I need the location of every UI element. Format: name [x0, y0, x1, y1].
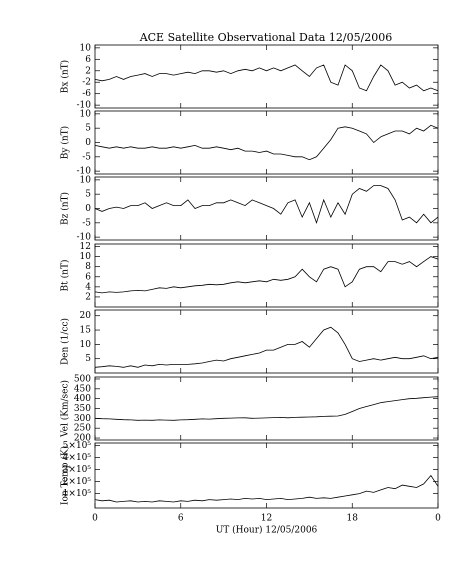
y-tick-label: 500	[74, 374, 91, 384]
data-line	[94, 396, 439, 421]
y-tick-label: 2	[85, 66, 91, 76]
y-tick-label: 200	[74, 434, 91, 444]
y-tick-label: -10	[77, 233, 92, 243]
y-tick-label: 1×10⁵	[63, 489, 92, 499]
y-tick-label: 10	[80, 109, 92, 119]
data-line	[94, 474, 439, 503]
y-tick-label: 3×10⁵	[63, 465, 92, 475]
data-line	[94, 185, 439, 225]
data-line	[94, 326, 439, 368]
panel-frame	[94, 243, 439, 308]
y-tick-label: 10	[80, 43, 92, 53]
panel-frame	[94, 44, 439, 109]
y-tick-label: 10	[80, 340, 92, 350]
y-tick-label: 0	[85, 138, 91, 148]
x-tick-label: 0	[435, 514, 441, 524]
y-tick-label: -5	[82, 218, 91, 228]
y-axis-label: Vel (Km/sec)	[60, 380, 71, 438]
y-tick-label: 10	[80, 252, 92, 262]
x-tick-label: 0	[92, 514, 98, 524]
x-tick-label: 6	[178, 514, 184, 524]
y-tick-label: -10	[77, 101, 92, 111]
y-axis-label: Bt (nT)	[60, 260, 71, 292]
y-tick-label: 350	[74, 404, 91, 414]
y-tick-label: 6	[85, 272, 91, 282]
y-tick-label: 5	[85, 124, 91, 134]
y-tick-label: -2	[82, 78, 91, 88]
data-line	[94, 64, 439, 92]
y-tick-label: -6	[82, 89, 91, 99]
y-tick-label: 0	[85, 204, 91, 214]
y-axis-label: Ion Temp (K)	[60, 446, 71, 505]
data-line	[94, 256, 439, 294]
panel-frame	[94, 309, 439, 374]
y-tick-label: 2×10⁵	[63, 477, 92, 487]
chart-title: ACE Satellite Observational Data 12/05/2…	[139, 31, 393, 44]
x-tick-label: 12	[261, 514, 272, 524]
y-tick-label: 4×10⁵	[63, 453, 92, 463]
y-tick-label: -5	[82, 152, 91, 162]
y-tick-label: 300	[74, 414, 91, 424]
x-axis-label: UT (Hour) 12/05/2006	[216, 525, 318, 536]
data-line	[94, 124, 439, 161]
y-tick-label: -10	[77, 167, 92, 177]
y-tick-label: 15	[80, 326, 92, 336]
y-tick-label: 10	[80, 175, 92, 185]
y-tick-label: 4	[85, 282, 91, 292]
y-tick-label: 20	[80, 311, 92, 321]
y-tick-label: 5	[85, 190, 91, 200]
y-axis-label: Bx (nT)	[60, 60, 71, 93]
y-tick-label: 8	[85, 262, 91, 272]
panel-frame	[94, 442, 439, 509]
y-tick-label: 12	[80, 242, 91, 252]
y-axis-label: Bz (nT)	[60, 192, 71, 225]
y-tick-label: 250	[74, 424, 91, 434]
x-tick-label: 18	[347, 514, 359, 524]
panel-frame	[94, 376, 439, 441]
panel-frame	[94, 176, 439, 241]
y-tick-label: 5	[85, 354, 91, 364]
panel-frame	[94, 110, 439, 175]
y-tick-label: 400	[74, 394, 91, 404]
y-tick-label: 450	[74, 384, 91, 394]
y-tick-label: 5×10⁵	[63, 441, 92, 451]
y-tick-label: 2	[85, 292, 91, 302]
y-axis-label: By (nT)	[60, 126, 71, 159]
y-tick-label: 6	[85, 55, 91, 65]
y-axis-label: Den (1/cc)	[60, 318, 71, 365]
